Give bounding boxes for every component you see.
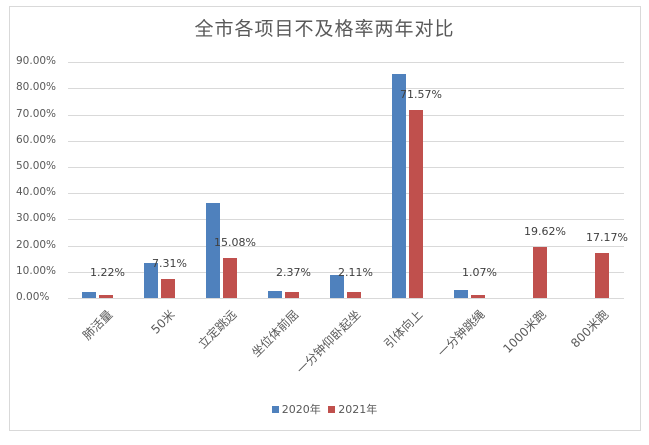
bar-2021年 (161, 278, 175, 298)
y-tick-label: 10.00% (16, 265, 57, 277)
gridline (68, 272, 624, 273)
data-label: 2.11% (338, 266, 373, 279)
gridline (68, 246, 624, 247)
gridline (68, 298, 624, 299)
y-tick-label: 30.00% (16, 212, 57, 224)
bar-2021年 (533, 246, 547, 298)
data-label: 15.08% (214, 236, 256, 249)
data-label: 2.37% (276, 266, 311, 279)
y-tick-label: 20.00% (16, 239, 57, 251)
y-tick-label: 80.00% (16, 81, 57, 93)
gridline (68, 115, 624, 116)
legend: 2020年 2021年 (0, 401, 649, 417)
gridline (68, 193, 624, 194)
bar-2020年 (206, 202, 220, 298)
y-tick-label: 40.00% (16, 186, 57, 198)
gridline (68, 219, 624, 220)
y-tick-label: 50.00% (16, 160, 57, 172)
legend-swatch-2020 (271, 405, 279, 413)
data-label: 7.31% (152, 256, 187, 270)
bar-2020年 (82, 291, 96, 298)
bar-2020年 (392, 73, 406, 298)
bar-2021年 (347, 292, 361, 298)
gridline (68, 62, 624, 63)
bar-2020年 (330, 274, 344, 298)
bar-2021年 (409, 110, 423, 298)
data-label: 1.07% (462, 266, 497, 279)
legend-item-2021: 2021年 (328, 401, 377, 417)
gridline (68, 141, 624, 142)
y-tick-label: 90.00% (16, 55, 57, 67)
bar-2021年 (99, 294, 113, 298)
legend-label-2020: 2020年 (281, 403, 321, 416)
chart-title: 全市各项目不及格率两年对比 (194, 18, 455, 40)
y-tick-label: 60.00% (16, 134, 57, 146)
gridline (68, 88, 624, 89)
chart-frame (9, 6, 641, 431)
gridline (68, 167, 624, 168)
bar-2021年 (595, 253, 609, 298)
bar-2020年 (144, 262, 158, 298)
data-label: 17.17% (586, 231, 628, 244)
legend-label-2021: 2021年 (338, 403, 378, 416)
bar-2020年 (268, 290, 282, 298)
y-tick-label: 0.00% (16, 291, 50, 303)
data-label: 71.57% (400, 88, 442, 101)
bar-2021年 (471, 295, 485, 298)
legend-swatch-2021 (328, 405, 336, 413)
y-tick-label: 70.00% (16, 108, 57, 120)
bar-2020年 (454, 289, 468, 298)
data-label: 1.22% (90, 266, 125, 279)
bar-2021年 (223, 258, 237, 298)
bar-2021年 (285, 291, 299, 298)
data-label: 19.62% (524, 224, 566, 238)
legend-item-2020: 2020年 (271, 401, 321, 417)
